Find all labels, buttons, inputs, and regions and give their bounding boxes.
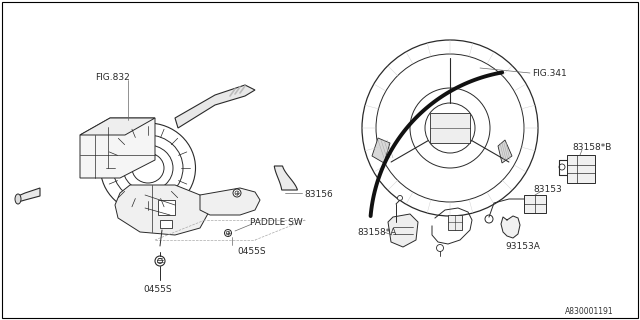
Ellipse shape <box>100 123 195 213</box>
Polygon shape <box>567 155 595 183</box>
Circle shape <box>155 256 165 266</box>
Polygon shape <box>524 195 546 213</box>
Circle shape <box>559 164 565 170</box>
Polygon shape <box>80 118 155 178</box>
Text: 0455S: 0455S <box>237 247 266 256</box>
Text: A830001191: A830001191 <box>565 307 614 316</box>
Polygon shape <box>175 85 255 128</box>
Polygon shape <box>501 216 520 238</box>
Circle shape <box>436 244 444 252</box>
Polygon shape <box>372 138 390 163</box>
Polygon shape <box>498 140 512 163</box>
Polygon shape <box>200 188 260 215</box>
Text: 83153: 83153 <box>533 185 562 194</box>
Text: 83156: 83156 <box>304 190 333 199</box>
Polygon shape <box>80 118 155 135</box>
Circle shape <box>410 88 490 168</box>
Circle shape <box>425 103 475 153</box>
Ellipse shape <box>132 153 164 183</box>
Circle shape <box>376 54 524 202</box>
Ellipse shape <box>15 194 21 204</box>
Polygon shape <box>160 220 172 228</box>
Text: 93153A: 93153A <box>505 242 540 251</box>
Text: FIG.832: FIG.832 <box>95 73 130 82</box>
Circle shape <box>485 215 493 223</box>
Text: 0455S: 0455S <box>143 285 172 294</box>
Text: PADDLE SW: PADDLE SW <box>250 218 303 227</box>
Circle shape <box>225 229 232 236</box>
Polygon shape <box>115 185 210 235</box>
Polygon shape <box>448 215 462 230</box>
Polygon shape <box>388 214 418 247</box>
Circle shape <box>362 40 538 216</box>
Text: FIG.341: FIG.341 <box>532 69 567 78</box>
Polygon shape <box>430 113 470 143</box>
Text: 83158*B: 83158*B <box>572 143 611 152</box>
Polygon shape <box>158 200 175 215</box>
Ellipse shape <box>123 145 173 191</box>
Circle shape <box>397 196 403 201</box>
Text: 83158*A: 83158*A <box>357 228 396 237</box>
Polygon shape <box>18 188 40 202</box>
Polygon shape <box>275 166 298 190</box>
Ellipse shape <box>113 135 183 201</box>
Circle shape <box>233 189 241 197</box>
